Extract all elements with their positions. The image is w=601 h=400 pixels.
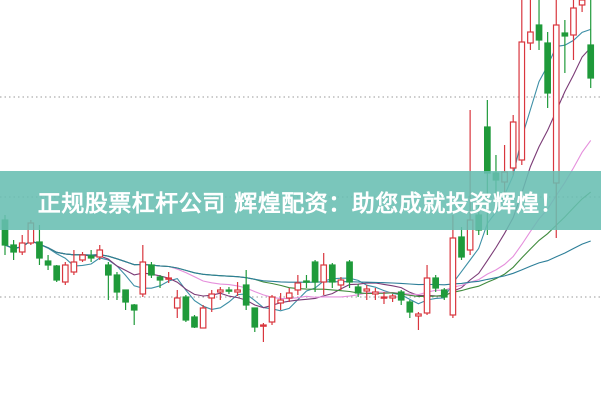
candle-up bbox=[389, 295, 396, 299]
candle-down bbox=[122, 289, 129, 303]
candle-down bbox=[156, 276, 164, 281]
candle-up bbox=[320, 264, 328, 283]
candle-down bbox=[561, 32, 569, 37]
candle-up bbox=[208, 293, 216, 299]
candle-up bbox=[165, 277, 173, 280]
candle-down bbox=[182, 296, 190, 321]
banner-title: 正规股票杠杆公司 辉煌配资：助您成就投资辉煌！ bbox=[37, 190, 564, 217]
candle-up bbox=[79, 254, 86, 261]
candle-down bbox=[44, 260, 52, 266]
candle-down bbox=[535, 24, 543, 41]
candle-down bbox=[432, 277, 440, 289]
candle-down bbox=[148, 264, 155, 276]
candle-down bbox=[440, 289, 448, 298]
candle-down bbox=[251, 307, 259, 328]
candle-down bbox=[483, 126, 491, 174]
candle-down bbox=[87, 255, 95, 259]
candle-up bbox=[285, 292, 293, 299]
candle-down bbox=[105, 264, 112, 276]
candle-up bbox=[70, 261, 78, 273]
candle-up bbox=[578, 0, 586, 6]
candle-down bbox=[406, 301, 414, 313]
candle-up bbox=[372, 291, 379, 295]
candle-up bbox=[415, 313, 422, 317]
candle-up bbox=[173, 297, 181, 309]
candle-down bbox=[458, 236, 465, 258]
candle-down bbox=[544, 42, 551, 94]
candle-down bbox=[328, 264, 336, 283]
candle-down bbox=[354, 286, 362, 294]
candle-down bbox=[53, 265, 61, 281]
candle-up bbox=[234, 289, 241, 293]
candle-up bbox=[268, 296, 276, 323]
candle-up bbox=[61, 264, 69, 283]
candle-down bbox=[311, 261, 319, 283]
candle-up bbox=[570, 7, 577, 36]
candle-up bbox=[552, 24, 560, 184]
candle-down bbox=[113, 274, 121, 293]
candle-down bbox=[10, 244, 17, 253]
candle-down bbox=[130, 304, 138, 311]
candle-up bbox=[509, 121, 517, 169]
candle-up bbox=[199, 307, 207, 329]
candle-down bbox=[225, 289, 233, 292]
candle-up bbox=[527, 31, 534, 44]
candle-down bbox=[191, 316, 198, 328]
candle-up bbox=[277, 299, 284, 304]
candle-up bbox=[18, 242, 26, 253]
candle-up bbox=[294, 282, 302, 291]
candle-up bbox=[96, 249, 104, 258]
candle-down bbox=[587, 44, 595, 79]
candle-up bbox=[337, 279, 345, 286]
candle-down bbox=[346, 261, 353, 283]
candle-down bbox=[242, 284, 250, 306]
candle-up bbox=[518, 41, 526, 161]
candle-down bbox=[303, 280, 310, 283]
candle-up bbox=[449, 237, 457, 316]
candle-up bbox=[423, 277, 431, 314]
candle-up bbox=[260, 324, 267, 327]
title-banner: 正规股票杠杆公司 辉煌配资：助您成就投资辉煌！ bbox=[0, 171, 601, 230]
candle-down bbox=[36, 241, 43, 259]
candle-up bbox=[380, 296, 388, 299]
candle-up bbox=[139, 261, 147, 295]
candle-up bbox=[363, 288, 371, 292]
candle-up bbox=[216, 289, 224, 293]
candle-down bbox=[397, 291, 405, 301]
